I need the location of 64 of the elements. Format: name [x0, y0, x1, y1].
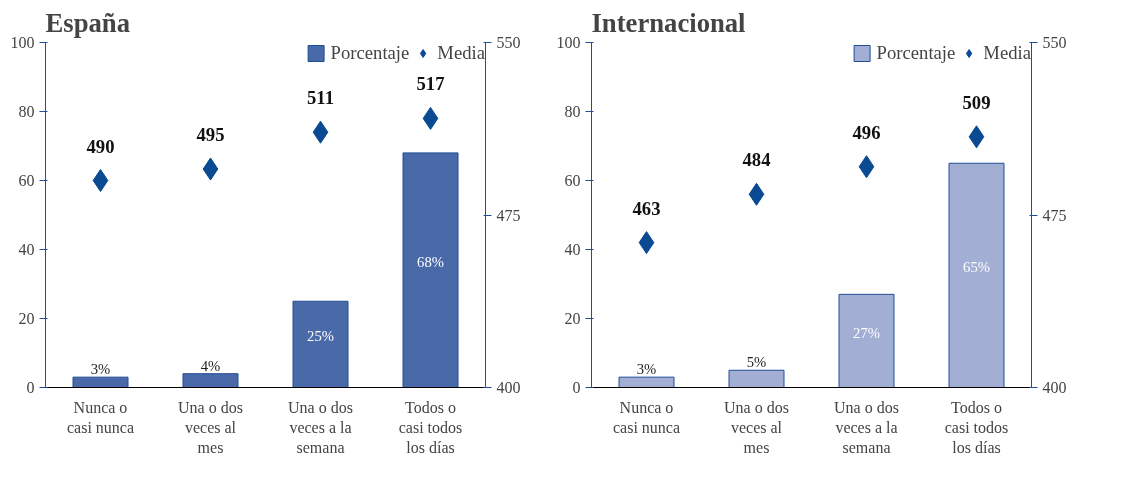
data-label: 4% — [200, 357, 221, 374]
legend-label: Porcentaje — [876, 42, 956, 64]
bar — [182, 373, 239, 388]
y-tick-label: 60 — [18, 172, 35, 189]
y2-tick-label: 550 — [1042, 34, 1067, 51]
point — [422, 106, 439, 130]
bar — [838, 293, 895, 388]
y-tick-label: 60 — [564, 172, 581, 189]
y-tick-label: 40 — [564, 241, 581, 258]
y-tick-label: 80 — [564, 103, 581, 120]
chart-title: España — [45, 7, 130, 38]
bar — [948, 162, 1005, 388]
legend-label: Porcentaje — [330, 42, 410, 64]
data-label: 495 — [196, 124, 225, 145]
x-tick-label: Todos o casi todos los días — [398, 398, 463, 457]
bar — [618, 376, 675, 388]
y-tick-label: 80 — [18, 103, 35, 120]
y-tick-label: 100 — [556, 34, 581, 51]
x-tick-label: Una o dos veces a la semana — [834, 398, 899, 457]
point — [312, 120, 329, 144]
bar — [72, 376, 129, 388]
point — [968, 125, 985, 149]
y2-tick-label: 475 — [496, 206, 521, 224]
point — [92, 169, 109, 192]
data-label: 68% — [417, 254, 444, 271]
y-tick-label: 100 — [10, 34, 35, 51]
bar — [728, 369, 785, 388]
y2-tick-label: 475 — [1042, 206, 1067, 224]
x-tick-label: Todos o casi todos los días — [944, 398, 1009, 457]
data-label: 490 — [86, 135, 115, 157]
data-label: 3% — [90, 361, 111, 378]
legend-label: Media — [983, 42, 1031, 64]
point — [858, 155, 875, 179]
y-tick-label: 20 — [564, 310, 581, 327]
point — [638, 231, 655, 255]
data-label: 484 — [742, 149, 771, 171]
y-tick-label: 40 — [18, 241, 35, 258]
x-tick-label: Una o dos veces al mes — [724, 398, 789, 457]
y2-tick-label: 400 — [1042, 379, 1067, 396]
data-label: 463 — [632, 197, 661, 219]
point — [202, 157, 219, 181]
bar — [292, 300, 349, 388]
y-tick-label: 0 — [572, 379, 581, 396]
data-label: 25% — [307, 328, 334, 345]
data-label: 65% — [963, 259, 990, 276]
data-label: 5% — [746, 354, 767, 371]
bar — [402, 152, 459, 388]
data-label: 517 — [416, 73, 445, 95]
x-tick-label: Nunca o casi nunca — [612, 398, 681, 436]
chart-title: Internacional — [591, 7, 746, 38]
y-tick-label: 20 — [18, 310, 35, 327]
data-label: 511 — [307, 87, 334, 109]
x-tick-label: Nunca o casi nunca — [66, 398, 135, 436]
point — [748, 182, 765, 206]
data-label: 496 — [852, 121, 881, 143]
y2-tick-label: 550 — [496, 34, 521, 51]
x-tick-label: Una o dos veces a la semana — [288, 398, 353, 457]
data-label: 27% — [853, 324, 880, 341]
legend-label: Media — [437, 42, 485, 64]
data-label: 509 — [962, 91, 991, 113]
data-label: 3% — [636, 361, 657, 378]
y2-tick-label: 400 — [496, 379, 521, 396]
x-tick-label: Una o dos veces al mes — [178, 398, 243, 457]
y-tick-label: 0 — [26, 379, 35, 396]
